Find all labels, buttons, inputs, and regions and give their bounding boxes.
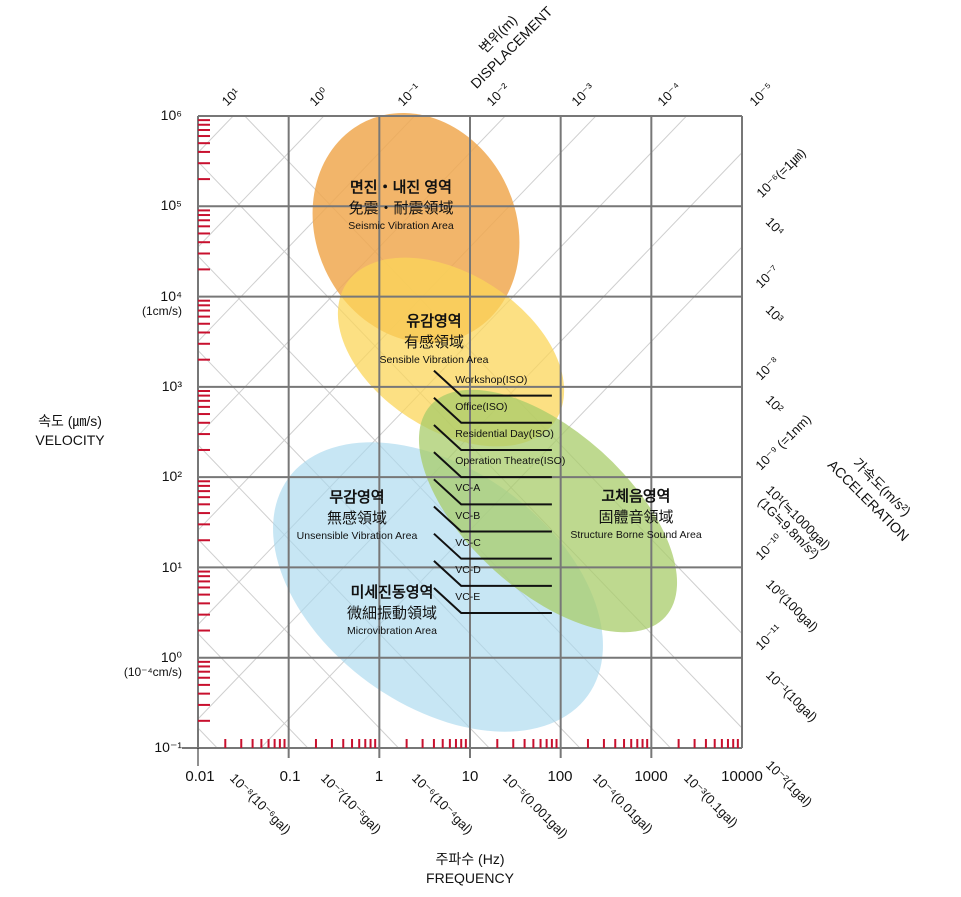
frequency-title-ko: 주파수 (Hz) [435, 851, 505, 867]
criterion-label: VC-A [455, 482, 481, 495]
y-tick: 10⁴ [160, 288, 182, 304]
y-tick: 10¹ [161, 559, 182, 575]
acceleration-diagonal [0, 18, 155, 778]
criterion-label: VC-D [455, 563, 481, 576]
y-tick: 10² [161, 468, 182, 484]
region-label-cj: 無感領域 [326, 509, 388, 528]
grid [182, 115, 743, 766]
displacement-diagonal [0, 86, 81, 846]
x-tick: 10000 [721, 768, 763, 785]
criterion-curve [433, 505, 552, 533]
criteria-curves [433, 369, 552, 615]
region-label-cj: 免震・耐震領域 [348, 199, 454, 218]
region-label-ko: 면진・내진 영역 [350, 179, 452, 196]
x-tick: 0.01 [185, 768, 215, 785]
frequency-title-en: FREQUENCY [426, 869, 514, 886]
velocity-title-ko: 속도 (㎛/s) [38, 413, 102, 429]
region-microvibration: 미세진동영역 微細振動領域 Microvibration Area [347, 583, 437, 638]
region-unsensible: 무감영역 無感領域 Unsensible Vibration Area [297, 488, 418, 543]
y-tick: 10⁰ [160, 649, 182, 665]
displacement-diagonal [198, 116, 234, 154]
y-tick: 10⁶ [160, 107, 182, 123]
displacement-diagonal [198, 116, 325, 248]
criterion-label: VC-E [455, 591, 481, 604]
criterion-label: VC-C [455, 536, 481, 549]
criterion-label: Residential Day(ISO) [455, 427, 554, 440]
criterion-curve [433, 369, 552, 397]
region-label-en: Unsensible Vibration Area [296, 529, 418, 542]
velocity-title-en: VELOCITY [35, 431, 105, 448]
criterion-label: Workshop(ISO) [455, 373, 528, 386]
acceleration-diagonal [198, 727, 218, 748]
acceleration-diagonal [198, 632, 309, 748]
criterion-curve [433, 532, 552, 560]
region-label-cj: 有感領域 [403, 333, 464, 352]
region-seismic: 면진・내진 영역 免震・耐震領域 Seismic Vibration Area [348, 178, 453, 233]
criterion-label: Operation Theatre(ISO) [455, 455, 566, 468]
x-tick: 1000 [634, 768, 668, 785]
y-tick: 10³ [161, 378, 182, 394]
region-label-ko: 무감영역 [329, 489, 385, 506]
x-tick: 1 [374, 768, 384, 785]
criterion-curve [433, 424, 552, 451]
region-label-ko: 미세진동영역 [350, 584, 434, 601]
x-tick: 100 [547, 768, 573, 785]
frequency-axis-title: 주파수 (Hz) FREQUENCY [400, 850, 540, 888]
x-tick: 0.1 [279, 768, 301, 785]
criterion-curve [433, 451, 552, 479]
acceleration-diagonal [198, 538, 400, 748]
region-label-ko: 유감영역 [406, 313, 462, 330]
region-label-en: Microvibration Area [347, 624, 437, 637]
y-tick-note: (1cm/s) [142, 304, 182, 318]
displacement-diagonal [0, 86, 171, 846]
region-label-en: Sensible Vibration Area [379, 353, 489, 366]
region-label-en: Structure Borne Sound Area [570, 528, 702, 541]
region-sensible: 유감영역 有感領域 Sensible Vibration Area [380, 312, 489, 367]
velocity-axis-title: 속도 (㎛/s) VELOCITY [22, 412, 118, 450]
minor-ticks [198, 119, 739, 748]
y-tick-note: (10⁻⁴cm/s) [123, 665, 182, 679]
criterion-label: Office(ISO) [455, 400, 508, 413]
y-tick: 10⁵ [160, 197, 182, 213]
region-label-cj: 固體音領域 [598, 508, 674, 527]
region-label-en: Seismic Vibration Area [348, 219, 454, 232]
criterion-curve [433, 478, 552, 506]
x-tick: 10 [461, 768, 479, 785]
region-label-ko: 고체음영역 [601, 488, 671, 505]
criterion-curve [433, 397, 552, 424]
region-label-cj: 微細振動領域 [346, 604, 438, 623]
acceleration-diagonal [0, 18, 65, 778]
y-tick: 10⁻¹ [154, 739, 182, 755]
criterion-label: VC-B [455, 509, 481, 522]
region-structure-borne: 고체음영역 固體音領域 Structure Borne Sound Area [570, 487, 701, 542]
criterion-curve [433, 560, 552, 587]
criterion-curve [433, 587, 552, 615]
